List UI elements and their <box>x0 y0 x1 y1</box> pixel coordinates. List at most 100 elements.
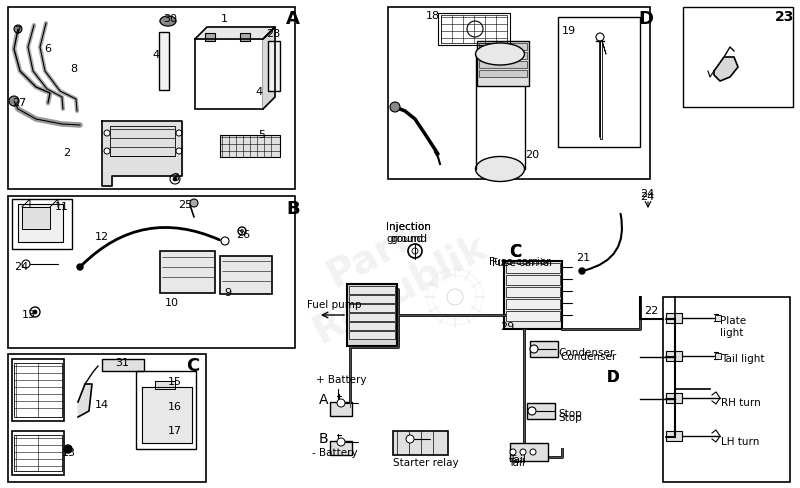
Bar <box>504 262 562 329</box>
Circle shape <box>510 449 516 455</box>
Text: 19: 19 <box>562 26 576 36</box>
Polygon shape <box>78 384 92 417</box>
Bar <box>330 402 352 416</box>
Text: 4: 4 <box>152 50 159 60</box>
Circle shape <box>528 407 536 415</box>
Text: 24: 24 <box>640 189 654 199</box>
Text: Plate
light: Plate light <box>720 315 746 337</box>
Bar <box>479 53 527 60</box>
Text: Tail light: Tail light <box>721 353 765 363</box>
Text: 2: 2 <box>63 148 70 158</box>
Circle shape <box>9 97 19 107</box>
Circle shape <box>30 307 40 317</box>
Bar <box>388 8 650 180</box>
Text: C: C <box>509 243 522 261</box>
Text: 17: 17 <box>168 425 182 435</box>
Text: 10: 10 <box>165 297 179 307</box>
Text: A: A <box>286 10 300 28</box>
Text: Injection: Injection <box>386 222 431 231</box>
Ellipse shape <box>475 44 525 66</box>
Text: 29: 29 <box>500 321 514 331</box>
Bar <box>136 371 196 449</box>
Bar <box>683 8 793 108</box>
Bar <box>506 275 560 285</box>
Text: RH turn: RH turn <box>721 397 761 407</box>
Text: 12: 12 <box>95 231 109 242</box>
Text: 15: 15 <box>168 376 182 386</box>
Circle shape <box>14 26 22 34</box>
Text: 3: 3 <box>172 173 179 183</box>
Text: D: D <box>638 10 653 28</box>
Text: Starter relay: Starter relay <box>393 457 458 467</box>
Bar <box>506 299 560 309</box>
Circle shape <box>530 449 536 455</box>
Text: 8: 8 <box>70 64 77 74</box>
Text: 30: 30 <box>163 14 177 24</box>
Bar <box>349 323 395 330</box>
Text: LH turn: LH turn <box>721 436 759 446</box>
Text: 24: 24 <box>640 192 654 202</box>
Text: 28: 28 <box>266 29 280 39</box>
Bar <box>102 359 144 371</box>
Circle shape <box>447 289 463 305</box>
Bar <box>666 351 682 361</box>
Text: 20: 20 <box>525 150 539 160</box>
Circle shape <box>176 149 182 155</box>
Bar <box>8 354 206 482</box>
Circle shape <box>596 34 604 42</box>
Bar <box>506 287 560 297</box>
Ellipse shape <box>160 17 176 27</box>
Circle shape <box>406 435 414 443</box>
Circle shape <box>241 230 243 233</box>
Text: 24: 24 <box>14 262 28 271</box>
Bar <box>18 204 63 243</box>
Bar <box>349 313 395 321</box>
Bar <box>240 34 250 42</box>
Text: Injection
ground: Injection ground <box>386 222 431 243</box>
Text: 1: 1 <box>221 14 228 24</box>
Text: Tail: Tail <box>509 454 526 464</box>
Text: 31: 31 <box>115 357 129 367</box>
Text: Tail: Tail <box>508 457 525 467</box>
Circle shape <box>579 268 585 274</box>
Bar <box>506 264 560 273</box>
Polygon shape <box>714 58 738 82</box>
Bar <box>12 431 64 475</box>
Text: Parts
Republik: Parts Republik <box>286 188 494 350</box>
Text: Condenser: Condenser <box>560 351 616 361</box>
Text: 21: 21 <box>576 252 590 263</box>
Circle shape <box>64 445 72 453</box>
Bar <box>666 393 682 403</box>
Bar <box>558 18 640 148</box>
Bar <box>441 16 507 44</box>
Polygon shape <box>142 387 192 443</box>
Bar <box>220 257 272 294</box>
Text: B: B <box>319 431 329 445</box>
Text: 16: 16 <box>168 401 182 411</box>
Bar <box>160 251 215 293</box>
Bar <box>268 42 280 92</box>
Bar <box>14 363 62 417</box>
Bar <box>12 359 64 421</box>
Bar <box>159 33 169 91</box>
Bar <box>506 311 560 321</box>
Text: Stop: Stop <box>558 408 582 418</box>
Bar <box>477 42 529 87</box>
Circle shape <box>104 131 110 137</box>
Bar <box>666 431 682 441</box>
Text: A: A <box>319 392 329 406</box>
Circle shape <box>520 449 526 455</box>
Circle shape <box>176 131 182 137</box>
Text: 22: 22 <box>644 305 658 315</box>
Bar <box>479 62 527 69</box>
Text: 13: 13 <box>22 309 36 319</box>
Bar <box>527 403 555 419</box>
Text: Fuel pump: Fuel pump <box>307 299 362 309</box>
Bar <box>663 297 790 482</box>
Text: 4: 4 <box>255 87 262 97</box>
Bar <box>12 200 72 249</box>
Text: 27: 27 <box>12 98 26 108</box>
Text: 26: 26 <box>236 229 250 240</box>
Polygon shape <box>263 28 275 110</box>
Text: Fuse carrier: Fuse carrier <box>489 257 550 266</box>
